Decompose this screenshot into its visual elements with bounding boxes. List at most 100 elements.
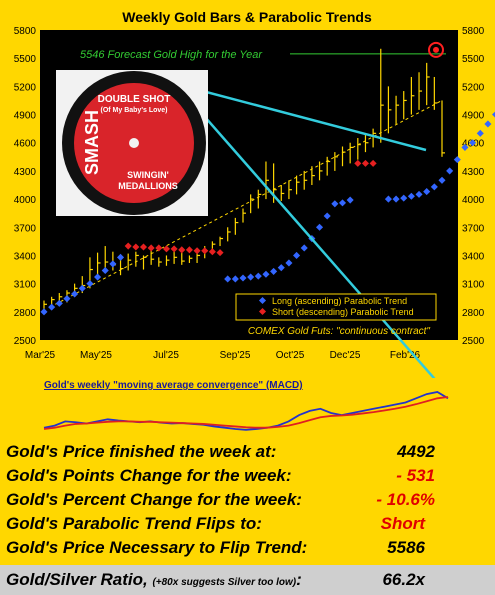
long-parabolic-dot bbox=[316, 223, 324, 231]
stat-value: 4492 bbox=[397, 442, 435, 461]
macd-chart: Gold's weekly "moving average convergenc… bbox=[43, 380, 449, 431]
y-tick-label-left: 4000 bbox=[14, 195, 37, 206]
y-tick-label-right: 5500 bbox=[462, 54, 485, 65]
stat-row-percent: Gold's Percent Change for the week: - 10… bbox=[0, 488, 495, 512]
x-tick-label: Mar'25 bbox=[25, 350, 56, 361]
long-parabolic-dot bbox=[231, 275, 239, 283]
stat-value: 5586 bbox=[387, 538, 425, 557]
long-parabolic-dot bbox=[254, 272, 262, 280]
short-parabolic-dot bbox=[132, 243, 140, 251]
x-tick-label: Sep'25 bbox=[220, 350, 251, 361]
pointer-line-upper bbox=[175, 82, 427, 152]
short-parabolic-dot bbox=[162, 245, 170, 253]
record-label-image: DOUBLE SHOT (Of My Baby's Love) SMASH SW… bbox=[56, 70, 208, 216]
stat-row-points: Gold's Points Change for the week: - 531 bbox=[0, 464, 495, 488]
y-tick-label-left: 2800 bbox=[14, 308, 37, 319]
long-parabolic-dot bbox=[285, 259, 293, 267]
forecast-target-center bbox=[433, 46, 439, 53]
macd-title: Gold's weekly "moving average convergenc… bbox=[44, 380, 303, 391]
long-parabolic-dot bbox=[239, 274, 247, 282]
chart-title: Weekly Gold Bars & Parabolic Trends bbox=[122, 9, 372, 25]
y-tick-label-right: 2500 bbox=[462, 336, 485, 347]
stats-table: Gold's Price finished the week at: 4492 … bbox=[0, 440, 495, 560]
short-parabolic-dot bbox=[139, 243, 148, 251]
short-parabolic-dot bbox=[170, 245, 178, 253]
long-parabolic-dot bbox=[48, 303, 56, 311]
long-parabolic-dot bbox=[109, 260, 117, 268]
legend-long-marker bbox=[258, 296, 267, 305]
long-parabolic-dot bbox=[407, 192, 415, 200]
x-tick-label: Jul'25 bbox=[153, 350, 179, 361]
short-parabolic-dot bbox=[361, 159, 369, 167]
forecast-target-icon bbox=[428, 41, 444, 58]
long-parabolic-dot bbox=[78, 284, 86, 292]
y-tick-label-left: 3700 bbox=[14, 223, 37, 234]
long-parabolic-dot bbox=[63, 295, 71, 303]
long-parabolic-dot bbox=[446, 167, 454, 175]
macd-line bbox=[43, 391, 449, 431]
short-parabolic-dot bbox=[354, 159, 362, 167]
ratio-separator: : bbox=[296, 570, 302, 589]
ratio-value: 66.2x bbox=[382, 570, 425, 589]
long-parabolic-dot bbox=[331, 200, 339, 208]
stat-value: Short bbox=[380, 514, 425, 533]
dashed-trend-line bbox=[49, 100, 443, 308]
long-parabolic-dot bbox=[270, 267, 278, 275]
pointer-line-lower bbox=[175, 83, 436, 378]
long-parabolic-dot bbox=[461, 143, 469, 151]
long-parabolic-dot bbox=[277, 264, 285, 272]
long-parabolic-dot bbox=[94, 273, 102, 281]
stat-label: Gold's Percent Change for the week: bbox=[6, 490, 302, 509]
stat-label: Gold's Price finished the week at: bbox=[6, 442, 277, 461]
long-parabolic-dot bbox=[300, 244, 308, 252]
stat-value: - 531 bbox=[396, 466, 435, 485]
short-parabolic-dot bbox=[208, 248, 216, 256]
y-tick-label-left: 4300 bbox=[14, 167, 37, 178]
long-parabolic-dot bbox=[338, 199, 347, 207]
long-parabolic-dot bbox=[101, 266, 109, 275]
long-parabolic-dot bbox=[415, 190, 423, 198]
long-parabolic-dot bbox=[469, 139, 477, 147]
long-parabolic-dot bbox=[476, 129, 484, 137]
y-tick-label-right: 4000 bbox=[462, 195, 485, 206]
y-tick-label-left: 3100 bbox=[14, 280, 37, 291]
stat-value: - 10.6% bbox=[376, 490, 435, 509]
x-tick-label: Oct'25 bbox=[276, 350, 305, 361]
y-tick-label-right: 3700 bbox=[462, 223, 485, 234]
y-tick-label-left: 3400 bbox=[14, 251, 37, 262]
y-tick-label-right: 4300 bbox=[462, 167, 485, 178]
record-title: DOUBLE SHOT bbox=[98, 94, 171, 105]
y-tick-label-left: 4900 bbox=[14, 111, 37, 122]
long-parabolic-dot bbox=[346, 196, 354, 204]
short-parabolic-dot bbox=[178, 246, 186, 254]
short-parabolic-dot bbox=[201, 247, 209, 255]
y-tick-label-left: 5500 bbox=[14, 54, 37, 65]
long-parabolic-dot bbox=[247, 273, 255, 281]
y-tick-label-right: 4900 bbox=[462, 111, 485, 122]
source-note: COMEX Gold Futs: "continuous contract" bbox=[248, 326, 431, 337]
record-brand: SMASH bbox=[82, 110, 102, 175]
y-tick-label-left: 5200 bbox=[14, 82, 37, 93]
y-tick-label-left: 2500 bbox=[14, 336, 37, 347]
long-parabolic-dot bbox=[438, 176, 446, 184]
short-parabolic-dot bbox=[147, 244, 155, 252]
gold-chart-panel: Weekly Gold Bars & Parabolic Trends 5800 5… bbox=[13, 9, 495, 378]
stat-row-flip-price: Gold's Price Necessary to Flip Trend: 55… bbox=[0, 536, 495, 560]
short-parabolic-dot bbox=[369, 159, 377, 167]
long-parabolic-dot bbox=[86, 280, 94, 288]
stat-label: Gold's Points Change for the week: bbox=[6, 466, 292, 485]
ratio-label-text: Gold/Silver Ratio, bbox=[6, 570, 148, 589]
legend-short-label: Short (descending) Parabolic Trend bbox=[272, 307, 414, 317]
short-parabolic-dot bbox=[185, 246, 193, 254]
long-parabolic-dot bbox=[392, 195, 400, 203]
long-parabolic-dot bbox=[400, 194, 408, 202]
x-tick-label: May'25 bbox=[80, 350, 112, 361]
y-tick-label-right: 3100 bbox=[462, 280, 485, 291]
y-tick-label-left: 4600 bbox=[14, 139, 37, 150]
record-artist-line2: MEDALLIONS bbox=[118, 181, 178, 191]
record-artist-line1: SWINGIN' bbox=[127, 170, 169, 180]
long-parabolic-dot bbox=[430, 183, 438, 191]
x-tick-label: Feb'26 bbox=[390, 350, 421, 361]
long-parabolic-dot bbox=[423, 188, 431, 196]
y-tick-label-right: 3400 bbox=[462, 251, 485, 262]
